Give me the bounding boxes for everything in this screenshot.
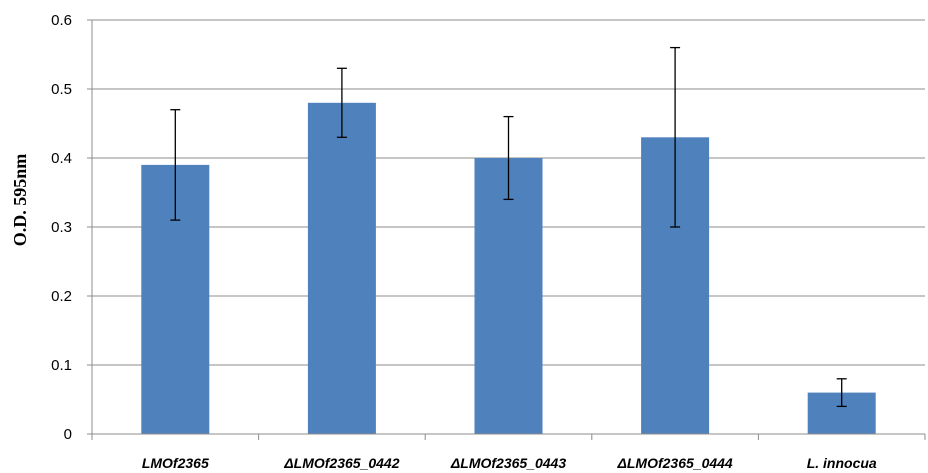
bar xyxy=(474,158,543,434)
y-tick-label: 0.5 xyxy=(51,81,72,98)
y-tick-label: 0 xyxy=(64,426,72,443)
x-category-label: L. innocua xyxy=(807,455,877,471)
axes xyxy=(87,19,926,440)
x-tick-labels: LMOf2365 ΔLMOf2365_0442 ΔLMOf2365_0443 ΔLMO… xyxy=(142,455,877,471)
y-tick-label: 0.1 xyxy=(51,357,72,374)
y-tick-label: 0.4 xyxy=(51,150,72,167)
y-axis-title: O.D. 595nm xyxy=(10,154,30,247)
x-category-label: ΔLMOf2365_0442 xyxy=(283,455,399,471)
y-tick-labels: 0 0.1 0.2 0.3 0.4 0.5 0.6 xyxy=(51,12,72,443)
y-tick-label: 0.3 xyxy=(51,219,72,236)
y-tick-label: 0.2 xyxy=(51,288,72,305)
x-category-label: ΔLMOf2365_0443 xyxy=(450,455,566,471)
error-bars xyxy=(170,46,847,408)
bar xyxy=(307,102,376,435)
bars xyxy=(141,102,876,435)
x-category-label: LMOf2365 xyxy=(142,455,209,471)
y-tick-label: 0.6 xyxy=(51,12,72,29)
x-category-label: ΔLMOf2365_0444 xyxy=(616,455,732,471)
